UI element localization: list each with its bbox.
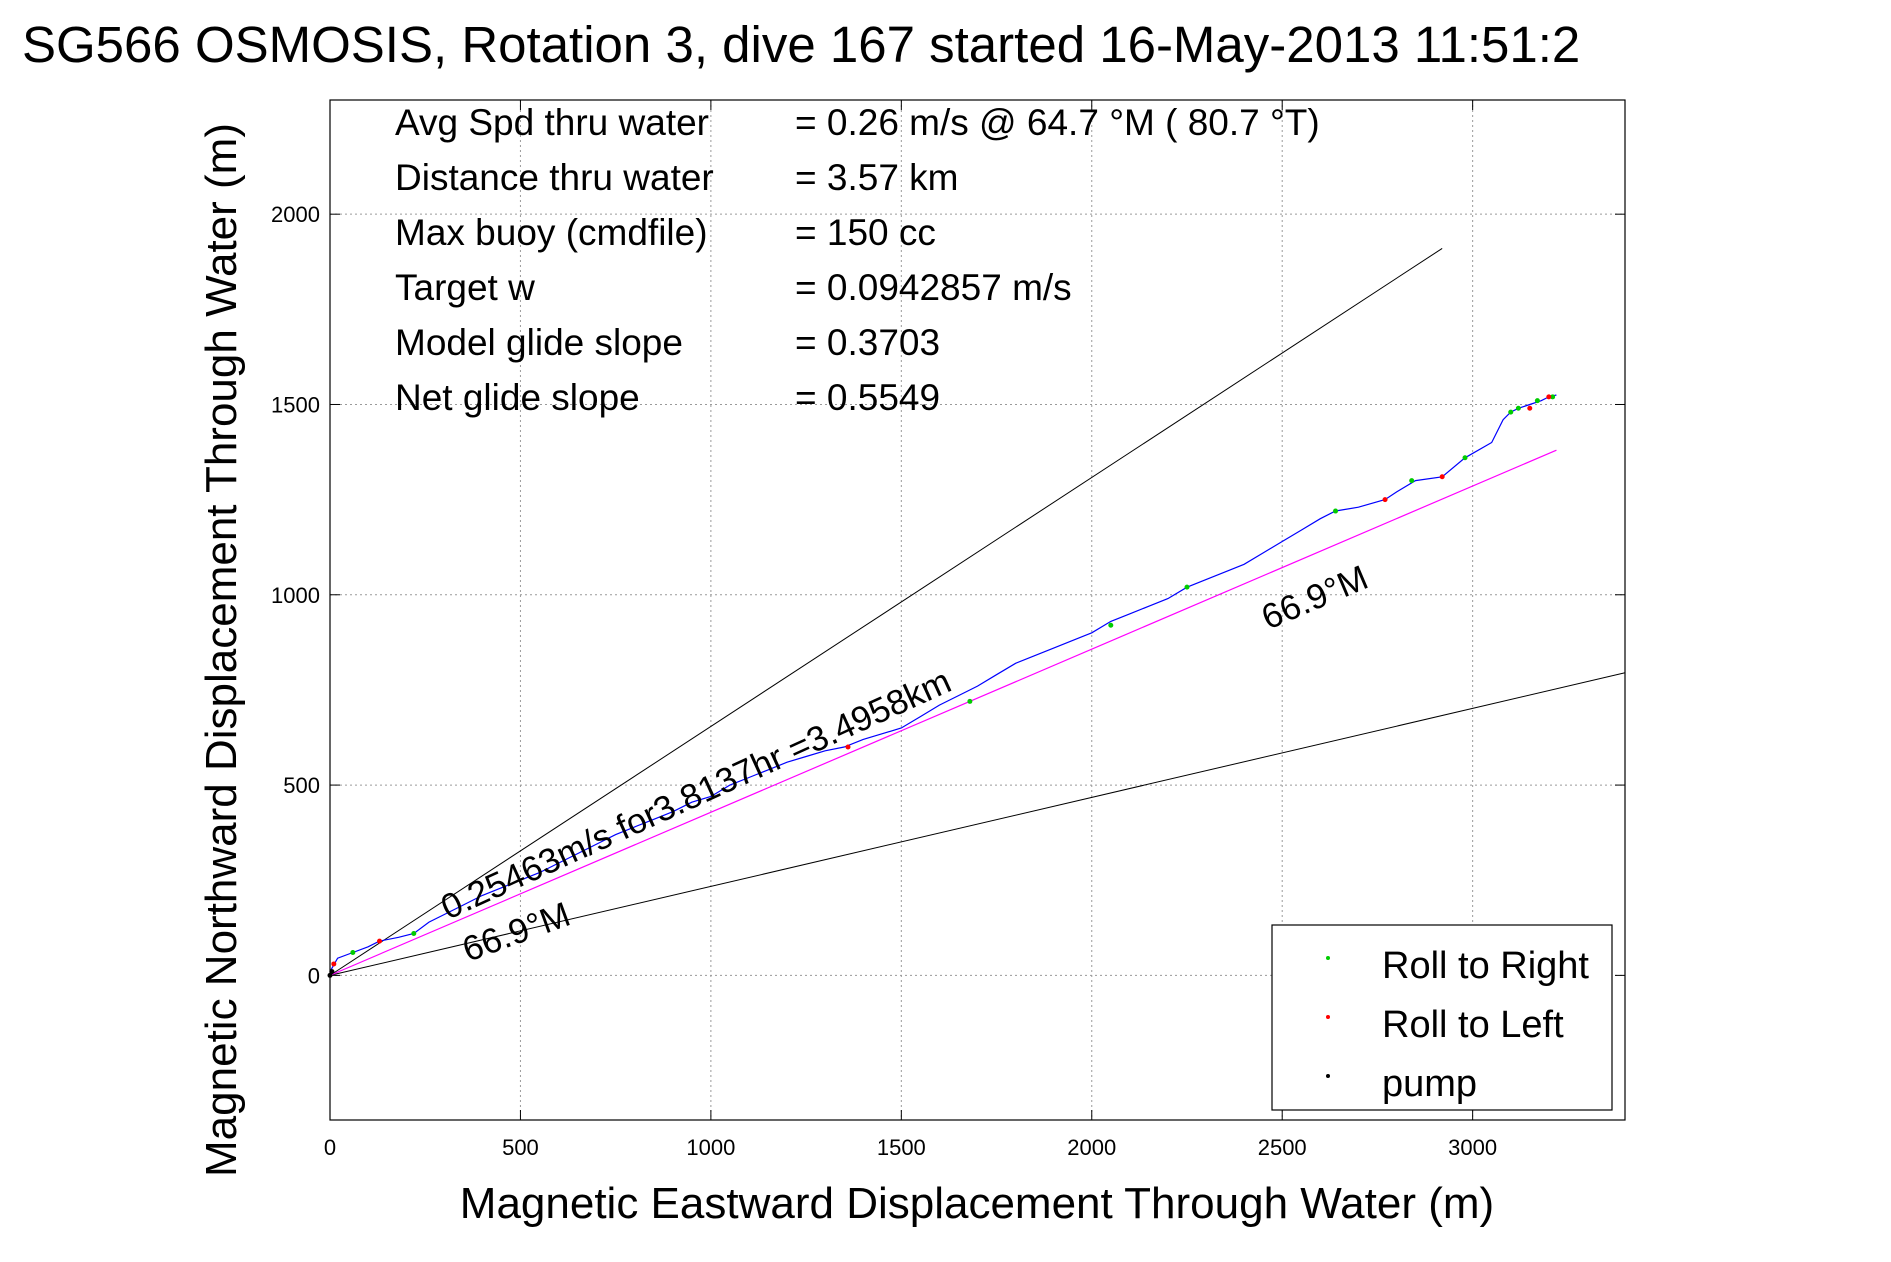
roll-left-point (331, 961, 337, 967)
y-tick-label: 2000 (271, 202, 320, 227)
y-axis-label: Magnetic Northward Displacement Through … (197, 123, 246, 1177)
x-tick-label: 2500 (1258, 1135, 1307, 1160)
roll-right-point (1508, 409, 1514, 415)
roll-left-point (1382, 497, 1388, 503)
info-value: = 0.0942857 m/s (795, 267, 1072, 308)
roll-right-point (350, 950, 356, 956)
roll-left-point (1527, 405, 1533, 411)
info-value: = 0.5549 (795, 377, 940, 418)
x-tick-label: 0 (324, 1135, 336, 1160)
envelope-line (329, 672, 1626, 976)
info-label: Max buoy (cmdfile) (395, 212, 708, 253)
legend: Roll to Right Roll to Left pump (1271, 924, 1613, 1111)
axis-ticks: 0 500 1000 1500 2000 2500 3000 0 500 1000 1500 2000 (271, 100, 1625, 1160)
info-label: Model glide slope (395, 322, 683, 363)
heading-label: 66.9°M (1256, 558, 1374, 637)
x-tick-label: 500 (502, 1135, 539, 1160)
roll-right-point (1184, 584, 1190, 590)
info-value: = 0.26 m/s @ 64.7 °M ( 80.7 °T) (795, 102, 1320, 143)
info-label: Avg Spd thru water (395, 102, 709, 143)
x-tick-label: 1500 (877, 1135, 926, 1160)
roll-right-point (1550, 394, 1556, 400)
roll-left-point (1439, 474, 1445, 480)
x-tick-label: 2000 (1067, 1135, 1116, 1160)
roll-right-point (1515, 405, 1521, 411)
info-block: Avg Spd thru water = 0.26 m/s @ 64.7 °M … (395, 102, 1320, 418)
x-tick-label: 1000 (686, 1135, 735, 1160)
grid (329, 100, 1625, 1120)
info-value: = 150 cc (795, 212, 936, 253)
roll-left-point (1546, 394, 1552, 400)
plot-points (327, 394, 1556, 978)
legend-roll-right-label: Roll to Right (1382, 945, 1589, 987)
x-axis-label: Magnetic Eastward Displacement Through W… (460, 1179, 1494, 1228)
y-tick-label: 0 (308, 963, 320, 988)
info-label: Distance thru water (395, 157, 714, 198)
legend-roll-left-marker (1326, 1015, 1330, 1019)
chart-title: SG566 OSMOSIS, Rotation 3, dive 167 star… (22, 16, 1580, 73)
legend-pump-label: pump (1382, 1063, 1477, 1105)
roll-left-point (377, 938, 383, 944)
legend-roll-right-marker (1326, 956, 1330, 960)
track-line (329, 394, 1557, 972)
info-value: = 3.57 km (795, 157, 959, 198)
y-tick-label: 1000 (271, 583, 320, 608)
envelope-line (329, 248, 1443, 976)
roll-right-point (1462, 455, 1468, 461)
roll-right-point (1333, 508, 1339, 514)
net-displacement-line (329, 449, 1557, 976)
plot-lines (329, 248, 1626, 976)
roll-right-point (1534, 398, 1540, 404)
roll-right-point (411, 931, 417, 937)
pump-point (329, 969, 335, 975)
y-tick-label: 1500 (271, 392, 320, 417)
roll-left-point (845, 744, 851, 750)
plot-frame (329, 99, 1626, 1121)
x-tick-label: 3000 (1448, 1135, 1497, 1160)
net-displacement-label: 0.25463m/s for3.8137hr =3.4958km (435, 661, 957, 927)
info-label: Target w (395, 267, 535, 308)
legend-pump-marker (1326, 1074, 1330, 1078)
legend-roll-left-label: Roll to Left (1382, 1004, 1564, 1046)
y-tick-label: 500 (283, 773, 320, 798)
info-label: Net glide slope (395, 377, 640, 418)
roll-right-point (1108, 622, 1114, 628)
roll-right-point (967, 698, 973, 704)
roll-right-point (1409, 478, 1415, 484)
info-value: = 0.3703 (795, 322, 940, 363)
